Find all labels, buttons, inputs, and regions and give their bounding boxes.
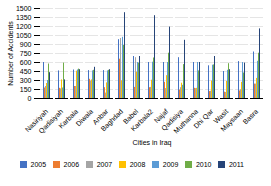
svg-text:600: 600	[20, 59, 32, 66]
svg-text:Diwala: Diwala	[74, 108, 94, 128]
html-text:2011: 2011	[229, 161, 244, 168]
svg-text:1050: 1050	[16, 32, 32, 39]
svg-text:1200: 1200	[16, 23, 32, 30]
svg-text:Qadisiyah: Qadisiyah	[37, 107, 65, 135]
html-text:2005: 2005	[30, 161, 47, 168]
svg-text:Basra: Basra	[241, 108, 259, 126]
svg-text:Dhi Qar: Dhi Qar	[192, 107, 215, 130]
html-text:2008: 2008	[129, 161, 146, 168]
svg-text:Wasit: Wasit	[212, 107, 230, 125]
html-text:2006: 2006	[63, 161, 80, 168]
svg-text:Anbar: Anbar	[91, 107, 110, 126]
svg-text:Baghdad: Baghdad	[99, 107, 125, 133]
svg-text:150: 150	[20, 86, 32, 93]
svg-text:Cities in Iraq: Cities in Iraq	[133, 139, 172, 147]
svg-text:Number of Accidents: Number of Accidents	[7, 21, 14, 86]
html-text:2009: 2009	[162, 161, 179, 168]
svg-text:Muthanna: Muthanna	[172, 107, 200, 135]
html-text:2007: 2007	[96, 161, 113, 168]
svg-text:900: 900	[20, 41, 32, 48]
svg-text:0: 0	[28, 95, 32, 102]
svg-text:Nasiriyah: Nasiriyah	[23, 107, 50, 134]
svg-text:Babel: Babel	[121, 107, 140, 126]
svg-text:300: 300	[20, 77, 32, 84]
svg-text:1350: 1350	[16, 14, 32, 21]
html-text:2010: 2010	[195, 161, 212, 168]
svg-text:Karbala: Karbala	[57, 108, 79, 130]
svg-text:Qadisiya: Qadisiya	[160, 107, 185, 132]
svg-text:Karbala2: Karbala2	[130, 108, 155, 133]
svg-text:Najaf: Najaf	[152, 107, 170, 125]
svg-text:1500: 1500	[16, 5, 32, 12]
svg-text:750: 750	[20, 50, 32, 57]
svg-text:450: 450	[20, 68, 32, 75]
svg-text:Maysaan: Maysaan	[219, 107, 245, 133]
